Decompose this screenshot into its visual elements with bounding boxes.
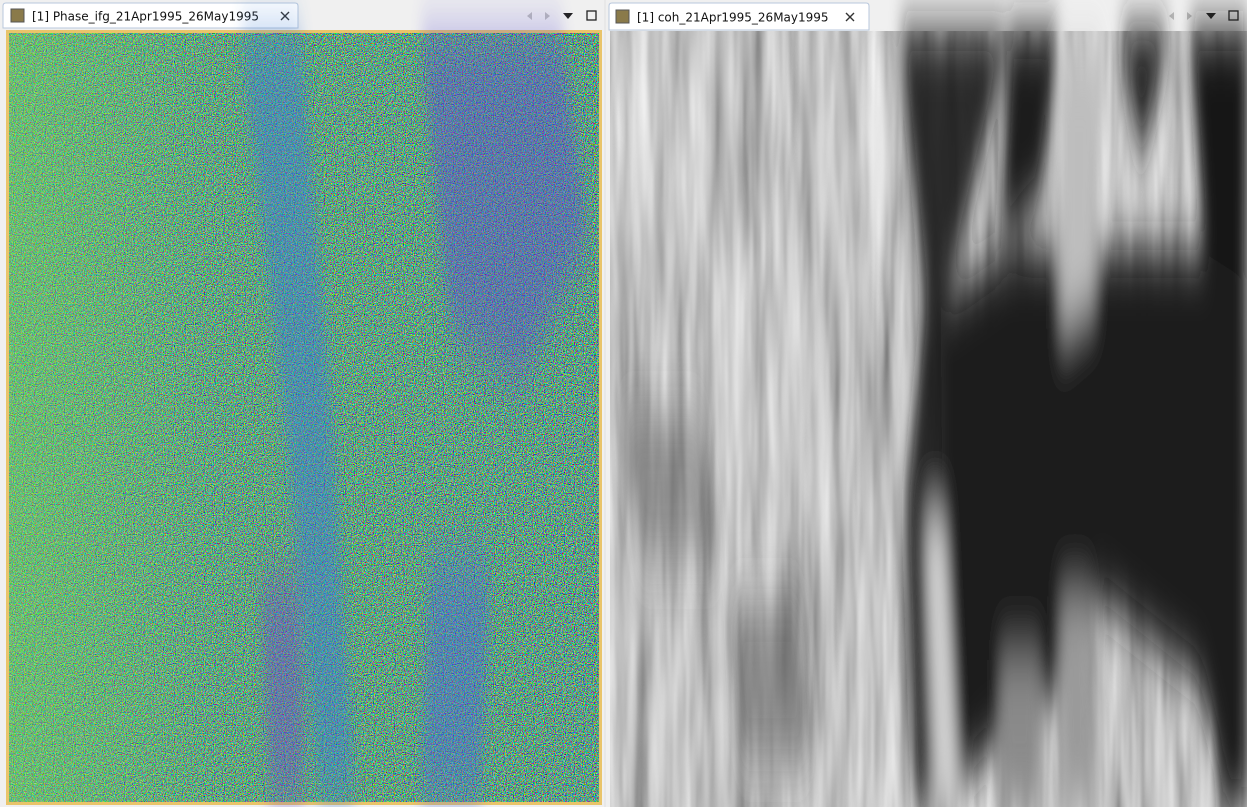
- coherence-image: [610, 31, 1247, 807]
- page: [1] Phase_ifg_21Apr1995_26May1995 [1] co…: [0, 0, 1247, 807]
- tab-title: [1] Phase_ifg_21Apr1995_26May1995: [32, 10, 259, 24]
- left-tab[interactable]: [1] Phase_ifg_21Apr1995_26May1995: [3, 3, 298, 28]
- workspace: [1] Phase_ifg_21Apr1995_26May1995 [1] co…: [0, 0, 1247, 807]
- right-tab[interactable]: [1] coh_21Apr1995_26May1995: [609, 3, 869, 30]
- tab-title: [1] coh_21Apr1995_26May1995: [637, 11, 829, 25]
- phase-image: [9, 33, 599, 802]
